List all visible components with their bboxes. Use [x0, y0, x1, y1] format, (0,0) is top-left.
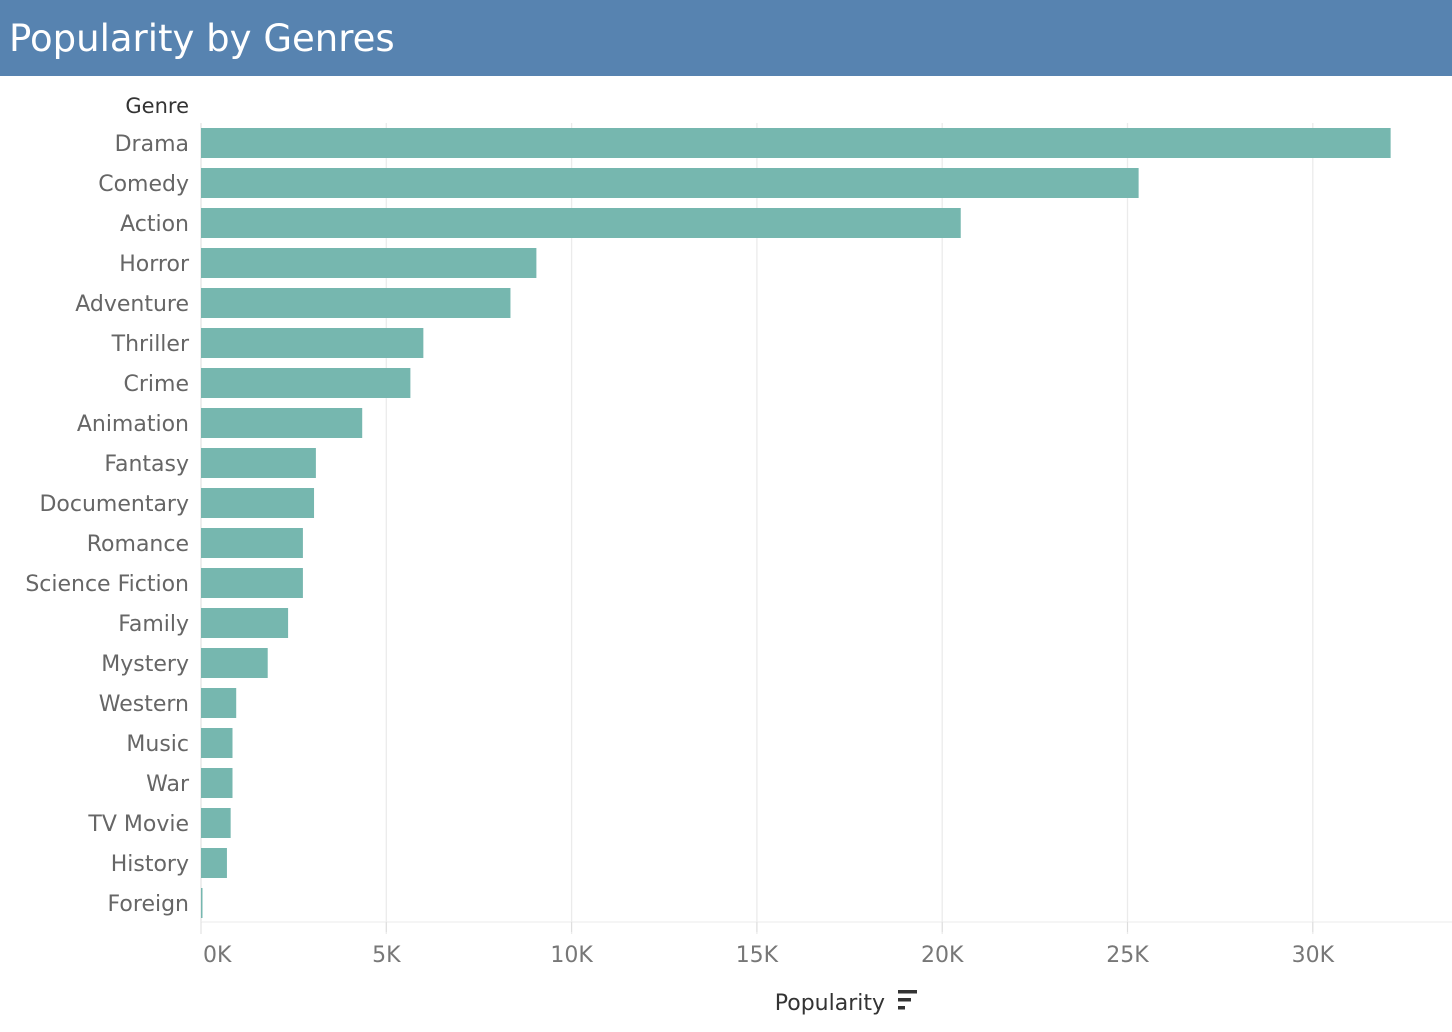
- bar: [201, 888, 203, 918]
- bar: [201, 728, 233, 758]
- bar: [201, 568, 303, 598]
- category-label: Western: [99, 692, 189, 717]
- category-label: Crime: [124, 372, 189, 397]
- bar: [201, 288, 511, 318]
- category-label: Animation: [77, 412, 189, 437]
- gridlines: [200, 123, 1452, 934]
- sort-descending-icon[interactable]: [898, 990, 917, 1010]
- category-label: Horror: [119, 252, 190, 277]
- category-label: Science Fiction: [25, 572, 189, 597]
- x-tick-label: 10K: [550, 943, 593, 968]
- title-bar: Popularity by Genres: [0, 0, 1452, 76]
- bar: [201, 128, 1391, 158]
- bar: [201, 408, 363, 438]
- bar: [201, 368, 411, 398]
- x-tick-label: 25K: [1106, 943, 1149, 968]
- bar: [201, 208, 961, 238]
- category-label: Family: [118, 612, 189, 637]
- bar: [201, 248, 537, 278]
- bar: [201, 608, 289, 638]
- bar: [201, 328, 424, 358]
- category-label: Comedy: [98, 172, 189, 197]
- category-label: Action: [120, 212, 189, 237]
- category-labels: Drama Comedy Action Horror Adventure Thriller…: [25, 132, 190, 917]
- category-label: Documentary: [39, 492, 189, 517]
- category-label: Foreign: [108, 892, 189, 917]
- bar: [201, 848, 227, 878]
- bar: [201, 648, 268, 678]
- page-title: Popularity by Genres: [9, 17, 395, 60]
- bar: [201, 808, 231, 838]
- category-label: Music: [126, 732, 189, 757]
- x-tick-label: 0K: [203, 943, 232, 968]
- bar: [201, 168, 1139, 198]
- bar: [201, 488, 315, 518]
- x-tick-label: 30K: [1292, 943, 1335, 968]
- category-label: War: [146, 772, 190, 797]
- bar: [201, 528, 303, 558]
- category-label: Romance: [87, 532, 189, 557]
- x-tick-label: 5K: [372, 943, 401, 968]
- category-label: Fantasy: [104, 452, 189, 477]
- row-header: Genre: [125, 94, 189, 118]
- bar: [201, 448, 316, 478]
- category-label: TV Movie: [87, 812, 189, 837]
- category-label: History: [111, 852, 189, 877]
- category-label: Drama: [115, 132, 189, 157]
- bars: [201, 128, 1391, 918]
- x-axis-title: Popularity: [775, 991, 885, 1016]
- category-label: Adventure: [75, 292, 189, 317]
- category-label: Thriller: [111, 332, 190, 357]
- x-axis-ticks: 0K 5K 10K 15K 20K 25K 30K: [200, 922, 1335, 968]
- bar: [201, 768, 233, 798]
- x-tick-label: 20K: [921, 943, 964, 968]
- bar: [201, 688, 237, 718]
- category-label: Mystery: [101, 652, 189, 677]
- x-tick-label: 15K: [736, 943, 779, 968]
